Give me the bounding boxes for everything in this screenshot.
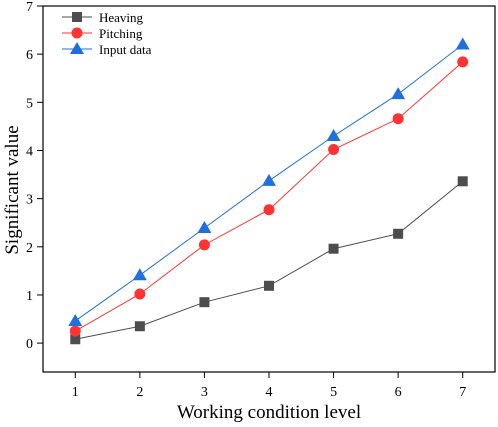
y-tick-label: 4 <box>26 144 33 159</box>
plot-frame <box>42 5 496 373</box>
x-tick-label: 3 <box>201 385 208 400</box>
data-point-input-data <box>455 37 470 50</box>
data-point-input-data <box>132 268 147 281</box>
data-point-heaving <box>457 176 468 187</box>
data-point-input-data <box>197 221 212 234</box>
x-tick-label: 1 <box>72 385 79 400</box>
data-point-heaving <box>70 334 81 345</box>
y-tick-label: 7 <box>26 0 33 15</box>
data-point-pitching <box>198 239 210 251</box>
data-point-input-data <box>326 129 341 142</box>
series-heaving <box>70 176 468 345</box>
legend-label: Input data <box>99 42 152 57</box>
data-point-input-data <box>262 173 276 186</box>
data-point-pitching <box>263 204 275 216</box>
data-point-heaving <box>134 321 145 332</box>
series-pitching <box>69 56 469 337</box>
series-layer <box>68 37 470 345</box>
x-tick-label: 2 <box>136 385 143 400</box>
series-input-data <box>68 37 470 326</box>
x-tick-label: 5 <box>330 385 337 400</box>
ticks-layer: 1 2 3 4 5 6 7 0 1 2 3 4 5 6 7 <box>26 0 466 400</box>
y-tick-label: 6 <box>26 48 33 63</box>
legend-marker <box>71 27 83 39</box>
x-tick-label: 4 <box>266 385 273 400</box>
legend-label: Heaving <box>99 10 144 25</box>
x-tick-label: 6 <box>395 385 402 400</box>
legend-marker <box>72 12 82 22</box>
y-tick-label: 0 <box>26 337 33 352</box>
data-point-heaving <box>199 297 210 308</box>
data-point-heaving <box>328 243 339 254</box>
y-tick-label: 1 <box>26 289 33 304</box>
data-point-pitching <box>69 325 81 337</box>
y-tick-label: 3 <box>26 193 33 208</box>
data-point-heaving <box>393 228 404 239</box>
y-tick-label: 5 <box>26 96 33 111</box>
y-axis-title: Significant value <box>2 125 23 254</box>
x-axis-title: Working condition level <box>177 402 361 423</box>
data-point-pitching <box>134 288 146 300</box>
legend-item-heaving: Heaving <box>62 10 144 25</box>
data-point-heaving <box>264 280 274 291</box>
data-point-input-data <box>68 313 83 326</box>
data-point-input-data <box>391 87 406 100</box>
legend-label: Pitching <box>99 26 143 41</box>
data-point-pitching <box>328 144 340 156</box>
x-tick-label: 7 <box>459 385 466 400</box>
data-point-pitching <box>457 56 469 68</box>
y-tick-label: 2 <box>26 241 33 256</box>
legend-item-input-data: Input data <box>62 42 152 57</box>
data-point-pitching <box>392 113 404 125</box>
legend-item-pitching: Pitching <box>62 26 143 41</box>
legend-marker <box>70 42 84 54</box>
